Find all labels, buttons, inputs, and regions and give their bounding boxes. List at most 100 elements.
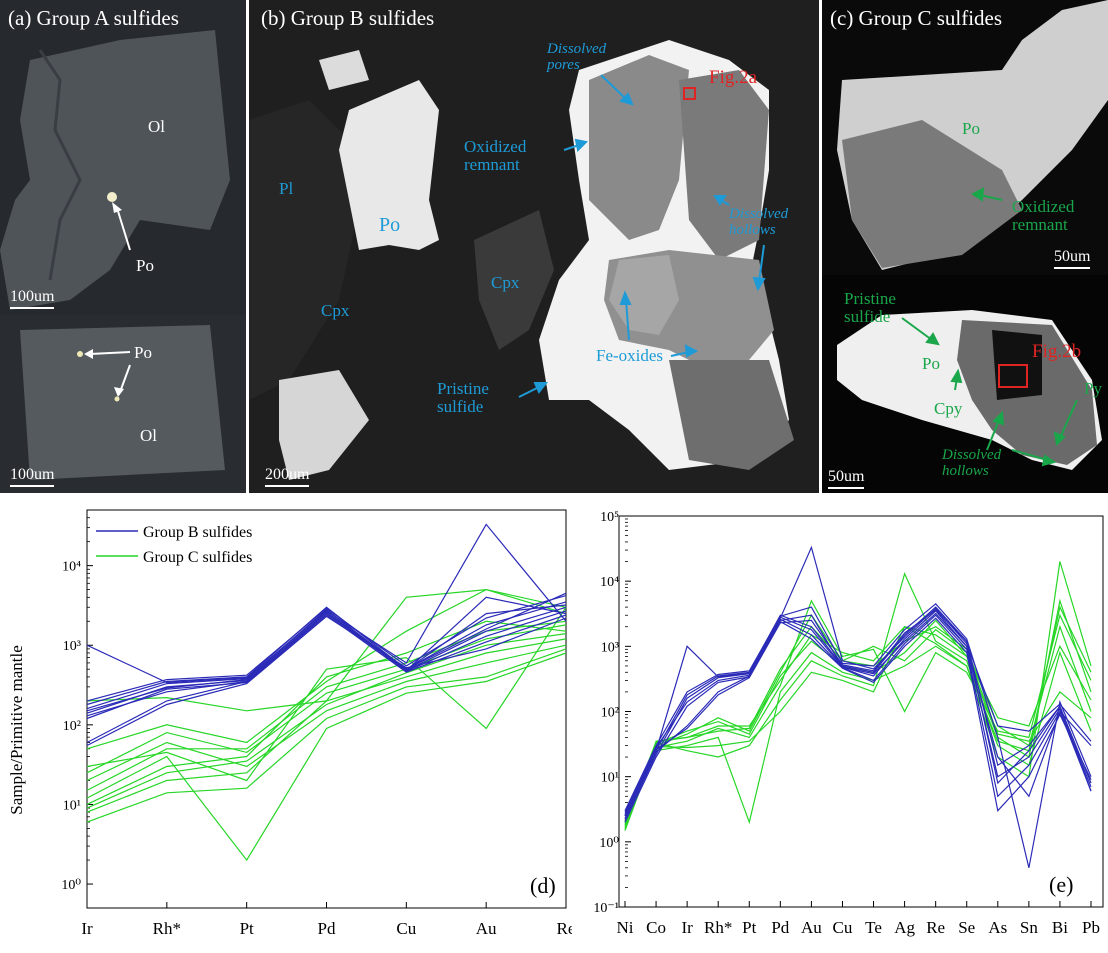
series-line-group-c	[86, 633, 567, 809]
label-fig2b: Fig.2b	[1032, 341, 1082, 362]
series-line-group-b	[624, 617, 1092, 823]
x-tick-label: Pd	[318, 919, 336, 938]
series-line-group-c	[624, 619, 1092, 824]
label-oxidized-remnant-c: Oxidized remnant	[1012, 197, 1075, 234]
x-tick-label: Bi	[1052, 918, 1068, 937]
x-tick-label: Au	[476, 919, 497, 938]
panel-c-micrograph	[822, 0, 1108, 493]
scale-bar-c-top: 50um	[1054, 248, 1091, 269]
label-cpy: Cpy	[934, 399, 963, 418]
chart-d-ylabel: Sample/Primitive mantle	[7, 645, 26, 815]
series-line-group-c	[86, 638, 567, 813]
series-line-group-b	[86, 595, 567, 702]
panel-c-title: (c) Group C sulfides	[830, 6, 1003, 30]
series-line-group-c	[86, 652, 567, 862]
series-line-group-c	[624, 598, 1092, 831]
x-tick-label: Pt	[742, 918, 756, 937]
label-fig2a: Fig.2a	[709, 67, 758, 88]
series-line-group-c	[624, 561, 1092, 825]
x-tick-label: Se	[958, 918, 975, 937]
y-tick-label: 10²	[63, 719, 81, 734]
series-line-group-b	[624, 610, 1092, 820]
scale-bar-b: 200um	[265, 466, 310, 487]
series-line-group-b	[86, 592, 567, 717]
x-tick-label: Re	[557, 919, 572, 938]
x-tick-label: Co	[646, 918, 666, 937]
y-tick-label: 10¹	[601, 771, 619, 786]
series-line-group-c	[86, 620, 567, 791]
label-cpx-mid: Cpx	[491, 273, 520, 292]
label-pristine-sulfide-c: Pristine sulfide	[844, 289, 896, 326]
x-tick-label: Pb	[1082, 918, 1100, 937]
series-line-group-c	[624, 571, 1092, 829]
x-tick-label: Te	[865, 918, 882, 937]
panel-a: (a) Group A sulfides Ol Po Po Ol 100um 1…	[0, 0, 246, 493]
y-tick-label: 10⁴	[62, 560, 81, 575]
label-po-bottom-c: Po	[922, 354, 940, 373]
y-tick-label: 10²	[601, 706, 619, 721]
series-line-group-b	[86, 615, 567, 747]
series-line-group-b	[624, 609, 1092, 816]
y-tick-label: 10³	[63, 639, 81, 654]
chart-e: (e) 10⁻¹ 10⁰ 10¹ 10² 10³ 10⁴ 10⁵ Ni Co Ir Rh* Pt Pd A…	[593, 510, 1104, 937]
label-pristine-sulfide: Pristine sulfide	[437, 379, 489, 416]
y-tick-label: 10⁰	[599, 836, 619, 851]
panel-a-micrograph	[0, 0, 246, 493]
y-tick-label: 10⁵	[600, 510, 619, 525]
series-line-group-b	[624, 614, 1092, 813]
series-line-group-c	[86, 624, 567, 774]
chart-d-legend: Group B sulfides Group C sulfides	[96, 524, 252, 566]
x-tick-label: Pd	[771, 918, 789, 937]
panel-b-micrograph	[249, 0, 819, 493]
panel-c: (c) Group C sulfides Po Oxidized remnant…	[822, 0, 1108, 493]
x-tick-label: Sn	[1020, 918, 1038, 937]
x-tick-label: Ir	[681, 918, 693, 937]
series-line-group-c	[86, 620, 567, 805]
label-po: Po	[379, 214, 401, 236]
x-tick-label: Rh*	[153, 919, 181, 938]
label-pl: Pl	[279, 179, 294, 198]
label-oxidized-remnant: Oxidized remnant	[464, 137, 527, 174]
x-tick-label: Ni	[617, 918, 634, 937]
label-po-top-c: Po	[962, 119, 980, 138]
chart-d: Sample/Primitive mantle (d) 10⁰ 10¹ 10² 10³…	[7, 509, 572, 938]
series-line-group-b	[86, 604, 567, 712]
x-tick-label: Ir	[81, 919, 93, 938]
chart-d-panel-label: (d)	[530, 873, 556, 898]
series-line-group-c	[86, 644, 567, 782]
scale-bar-a-top: 100um	[10, 288, 55, 309]
scale-bar-a-bottom: 100um	[10, 466, 55, 487]
y-tick-label: 10⁴	[600, 575, 619, 590]
label-ol-top: Ol	[148, 117, 165, 136]
label-dissolved-hollows-c: Dissolved hollows	[942, 447, 1002, 479]
x-tick-label: Pt	[240, 919, 254, 938]
label-dissolved-pores: Dissolved pores	[547, 41, 607, 73]
series-line-group-b	[624, 606, 1092, 817]
x-tick-label: Re	[926, 918, 945, 937]
label-py: Py	[1084, 379, 1102, 398]
series-line-group-c	[624, 625, 1092, 822]
y-tick-label: 10⁻¹	[593, 901, 619, 916]
series-line-group-b	[624, 545, 1092, 817]
series-line-group-b	[86, 614, 567, 720]
panel-a-title: (a) Group A sulfides	[8, 6, 179, 30]
y-tick-label: 10³	[601, 640, 619, 655]
y-tick-label: 10⁰	[61, 878, 81, 893]
chart-e-panel-label: (e)	[1049, 872, 1073, 897]
scale-bar-c-bottom: 50um	[828, 468, 865, 489]
label-dissolved-hollows: Dissolved hollows	[729, 206, 789, 238]
legend-label-group-b: Group B sulfides	[143, 524, 252, 541]
label-po-top: Po	[136, 256, 154, 275]
x-tick-label: Rh*	[704, 918, 732, 937]
series-line-group-c	[86, 648, 567, 823]
series-line-group-c	[86, 606, 567, 782]
panel-b: (b) Group B sulfides Dissolved pores Fig…	[249, 0, 819, 493]
x-tick-label: As	[988, 918, 1007, 937]
series-line-group-c	[624, 605, 1092, 831]
series-line-group-b	[86, 601, 567, 706]
label-ol-bottom: Ol	[140, 426, 157, 445]
panel-b-title: (b) Group B sulfides	[261, 6, 435, 30]
label-cpx-left: Cpx	[321, 301, 350, 320]
series-line-group-b	[86, 596, 567, 744]
series-line-group-b	[624, 612, 1092, 819]
